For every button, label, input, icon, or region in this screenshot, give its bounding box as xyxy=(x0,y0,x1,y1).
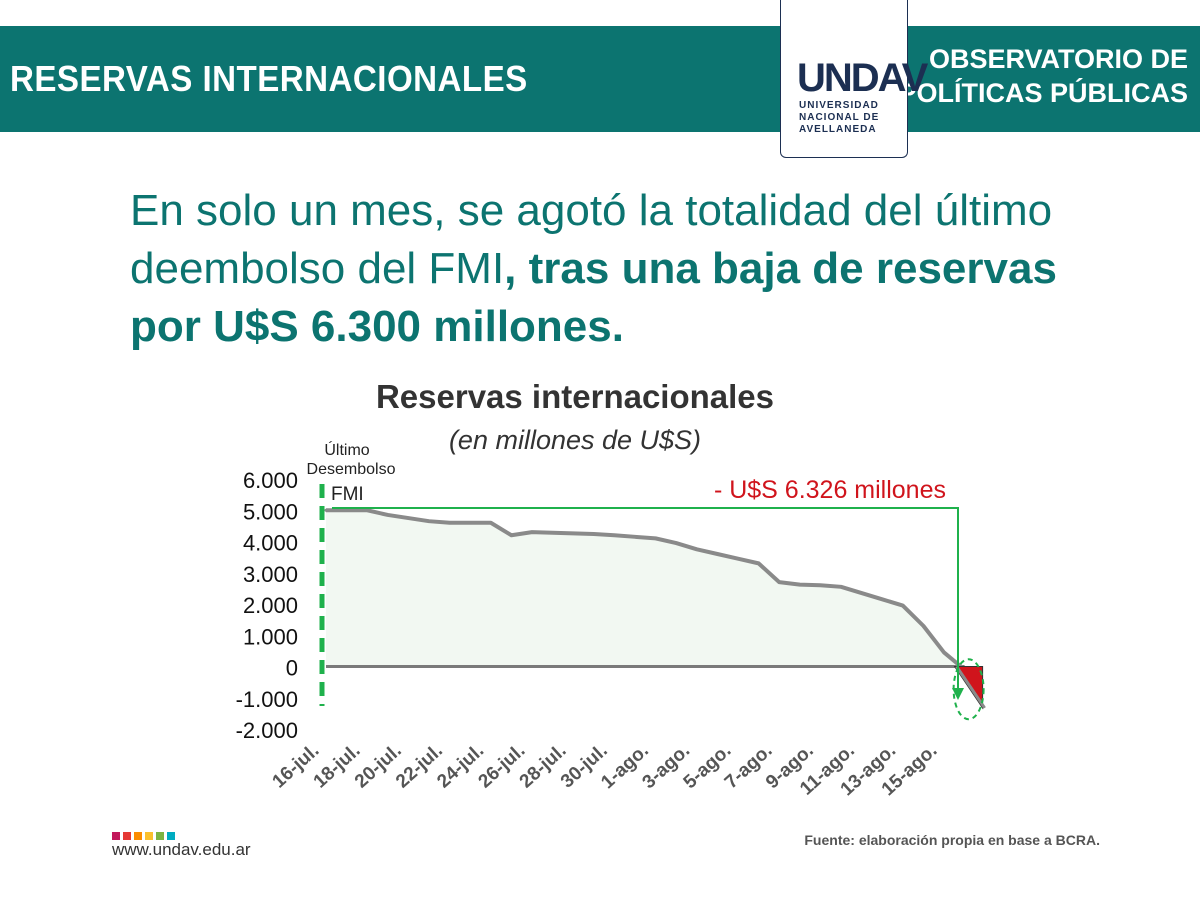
data-point xyxy=(406,516,410,520)
event-label-2: Desembolso xyxy=(307,461,396,478)
footer-url[interactable]: www.undav.edu.ar xyxy=(112,840,251,859)
brand-dot xyxy=(123,832,131,840)
data-point xyxy=(592,532,596,536)
chart-subtitle: (en millones de U$S) xyxy=(448,425,702,455)
drop-bracket xyxy=(332,507,959,690)
y-tick-label: -1.000 xyxy=(236,687,298,712)
data-point xyxy=(942,650,946,654)
x-tick-label: 16-jul. xyxy=(268,740,323,792)
banner-title: RESERVAS INTERNACIONALES xyxy=(10,58,528,99)
logo-line-3: AVELLANEDA xyxy=(799,124,877,135)
x-tick-label: 18-jul. xyxy=(310,740,365,792)
brand-dots xyxy=(112,827,178,840)
drop-arrow xyxy=(952,688,964,700)
footer-source: Fuente: elaboración propia en base a BCR… xyxy=(804,832,1100,848)
data-point xyxy=(468,521,472,525)
y-tick-label: 1.000 xyxy=(243,624,298,649)
y-tick-label: 4.000 xyxy=(243,531,298,556)
brand-dot xyxy=(145,832,153,840)
data-point xyxy=(715,552,719,556)
brand-dot xyxy=(112,832,120,840)
event-label-3: FMI xyxy=(331,484,364,505)
brand-dot xyxy=(156,832,164,840)
data-point xyxy=(757,561,761,565)
series-line xyxy=(326,508,966,672)
data-point xyxy=(345,508,349,512)
org-line-2: POLÍTICAS PÚBLICAS xyxy=(898,78,1188,108)
data-point xyxy=(530,530,534,534)
data-point xyxy=(551,531,555,535)
x-tick-label: 24-jul. xyxy=(433,740,488,792)
data-point xyxy=(860,591,864,595)
brand-dot xyxy=(167,832,175,840)
y-tick-label: 2.000 xyxy=(243,593,298,618)
drop-label: - U$S 6.326 millones xyxy=(714,476,946,504)
data-point xyxy=(633,535,637,539)
data-point xyxy=(798,583,802,587)
data-point xyxy=(489,521,493,525)
headline-normal: En solo un mes, se agotó la totalidad de… xyxy=(130,186,1053,293)
event-label-1: Último xyxy=(324,440,369,459)
data-point xyxy=(818,583,822,587)
data-point xyxy=(427,519,431,523)
data-point xyxy=(674,541,678,545)
data-point xyxy=(365,508,369,512)
data-point xyxy=(777,580,781,584)
x-tick-label: 22-jul. xyxy=(392,740,447,792)
y-tick-label: 5.000 xyxy=(243,499,298,524)
headline-bold: , tras una baja de reservas por U$S 6.30… xyxy=(130,244,1057,351)
area-fill xyxy=(326,510,965,667)
data-point xyxy=(695,547,699,551)
y-tick-label: -2.000 xyxy=(236,718,298,743)
x-tick-label: 28-jul. xyxy=(516,740,571,792)
chart-title: Reservas internacionales xyxy=(375,378,775,415)
data-point xyxy=(839,585,843,589)
headline: En solo un mes, se agotó la totalidad de… xyxy=(130,182,1090,356)
logo-line-2: NACIONAL DE xyxy=(799,112,880,123)
data-point xyxy=(386,513,390,517)
reserves-chart: 6.000 5.000 4.000 3.000 2.000 1.000 0 -1.000 -2.… xyxy=(236,440,986,800)
data-point xyxy=(571,531,575,535)
negative-line xyxy=(955,665,986,709)
org-line-1: OBSERVATORIO DE xyxy=(928,44,1188,74)
data-point xyxy=(324,508,328,512)
data-point xyxy=(448,521,452,525)
data-point xyxy=(509,533,513,537)
header-banner xyxy=(0,26,1200,132)
data-point xyxy=(921,624,925,628)
data-point xyxy=(901,604,905,608)
y-tick-label: 0 xyxy=(286,656,298,681)
data-point xyxy=(654,536,658,540)
negative-area xyxy=(953,666,984,710)
x-tick-label: 20-jul. xyxy=(351,740,406,792)
brand-dot xyxy=(134,832,142,840)
logo-mark: UNDAV xyxy=(797,56,928,100)
x-tick-label: 26-jul. xyxy=(474,740,529,792)
undav-logo: UNDAV UNIVERSIDAD NACIONAL DE AVELLANEDA xyxy=(780,0,928,158)
data-point xyxy=(880,597,884,601)
org-name: OBSERVATORIO DE POLÍTICAS PÚBLICAS xyxy=(888,42,1188,110)
y-tick-label: 6.000 xyxy=(243,468,298,493)
y-tick-label: 3.000 xyxy=(243,562,298,587)
data-point xyxy=(612,533,616,537)
data-point xyxy=(736,557,740,561)
logo-line-1: UNIVERSIDAD xyxy=(799,100,879,111)
logo-text: UNIVERSIDAD NACIONAL DE AVELLANEDA xyxy=(799,100,879,136)
